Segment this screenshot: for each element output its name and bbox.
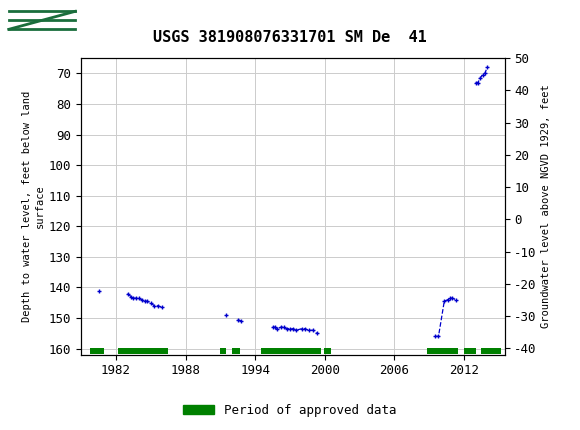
Point [158, 304, 167, 311]
Point [471, 79, 480, 86]
Point [276, 324, 285, 331]
Point [483, 64, 492, 71]
Point [304, 327, 313, 334]
Point [291, 327, 300, 334]
Text: USGS 381908076331701 SM De  41: USGS 381908076331701 SM De 41 [153, 30, 427, 45]
Point [135, 295, 144, 301]
Point [443, 296, 452, 303]
Bar [261, 348, 321, 354]
Point [480, 70, 490, 77]
Bar [464, 348, 476, 354]
Point [237, 318, 246, 325]
Point [312, 330, 321, 337]
Point [273, 326, 282, 332]
Point [476, 74, 485, 81]
Point [445, 295, 455, 301]
Point [280, 324, 289, 331]
Point [473, 79, 483, 86]
Point [440, 298, 449, 305]
Point [297, 326, 306, 332]
Point [309, 327, 318, 334]
Bar [220, 348, 226, 354]
Point [478, 71, 487, 78]
Point [126, 293, 136, 300]
Point [123, 290, 132, 297]
Point [131, 295, 140, 301]
Point [282, 326, 291, 332]
Bar [481, 348, 501, 354]
Point [285, 326, 295, 332]
Y-axis label: Groundwater level above NGVD 1929, feet: Groundwater level above NGVD 1929, feet [541, 85, 551, 328]
Point [137, 296, 146, 303]
Point [270, 324, 280, 331]
Bar [427, 348, 458, 354]
Point [150, 302, 159, 309]
Point [153, 302, 162, 309]
Bar [118, 348, 168, 354]
Point [448, 295, 457, 301]
Bar [324, 348, 331, 354]
Point [143, 298, 152, 305]
Point [451, 296, 461, 303]
Point [268, 324, 277, 331]
Legend: Period of approved data: Period of approved data [178, 399, 402, 421]
Point [289, 326, 298, 332]
Point [140, 298, 150, 305]
Point [129, 295, 138, 301]
Text: USGS: USGS [90, 14, 145, 31]
Point [146, 299, 155, 306]
Bar [232, 348, 240, 354]
Y-axis label: Depth to water level, feet below land
surface: Depth to water level, feet below land su… [21, 91, 45, 322]
Point [430, 333, 440, 340]
Point [94, 287, 103, 294]
Point [222, 312, 231, 319]
Point [434, 333, 443, 340]
Point [300, 326, 310, 332]
Point [233, 316, 242, 323]
Bar [90, 348, 104, 354]
